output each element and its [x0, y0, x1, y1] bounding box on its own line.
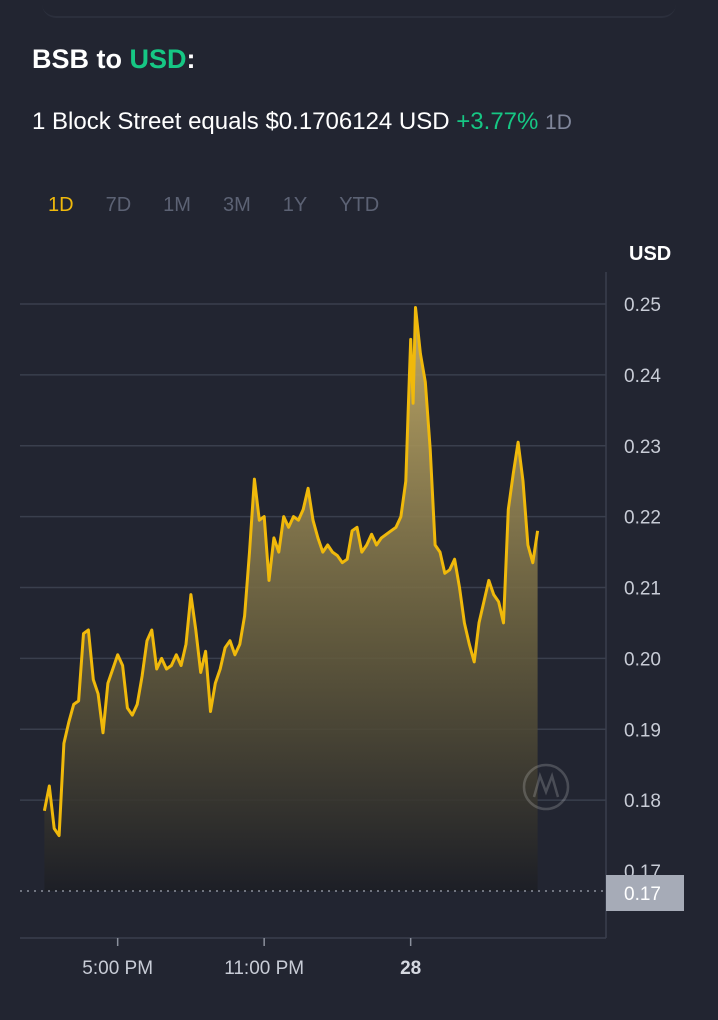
y-tick-label: 0.21	[624, 579, 661, 600]
price-change: +3.77%	[456, 108, 539, 135]
y-tick-label: 0.23	[624, 437, 661, 458]
y-tick-label: 0.20	[624, 649, 661, 670]
price-chart[interactable]: 0.170.180.190.200.210.220.230.240.25USD0…	[0, 230, 718, 1020]
y-tick-label: 0.22	[624, 508, 661, 529]
range-tab-ytd[interactable]: YTD	[339, 194, 380, 216]
y-axis-unit: USD	[629, 243, 671, 265]
heading-colon: :	[186, 44, 196, 74]
base-symbol: BSB	[32, 44, 90, 74]
price-line	[42, 306, 540, 838]
range-tabs: 1D 7D 1M 3M 1Y YTD	[32, 190, 395, 220]
range-tab-7d[interactable]: 7D	[105, 194, 132, 216]
y-tick-label: 0.18	[624, 791, 661, 812]
current-price-label: 0.17	[624, 884, 661, 905]
pair-heading: BSB to USD:	[32, 44, 196, 75]
price-area	[44, 307, 538, 891]
quote-symbol-link[interactable]: USD	[129, 44, 187, 74]
x-tick-label: 28	[400, 958, 421, 979]
y-tick-label: 0.19	[624, 720, 661, 741]
rate-line: 1 Block Street equals $0.1706124 USD +3.…	[32, 108, 572, 136]
watermark-icon	[522, 763, 570, 811]
y-tick-label: 0.25	[624, 295, 661, 316]
change-period: 1D	[545, 111, 572, 134]
x-tick-label: 11:00 PM	[224, 958, 304, 979]
current-price-tag	[606, 875, 684, 911]
y-tick-label: 0.24	[624, 366, 661, 387]
x-tick-label: 5:00 PM	[82, 958, 153, 979]
range-tab-1m[interactable]: 1M	[163, 194, 191, 216]
range-tab-1y[interactable]: 1Y	[282, 194, 308, 216]
range-tab-3m[interactable]: 3M	[222, 194, 251, 216]
pair-connector: to	[96, 44, 123, 74]
range-tab-1d[interactable]: 1D	[48, 194, 74, 216]
rate-text: 1 Block Street equals $0.1706124 USD	[32, 108, 450, 135]
top-card-edge	[42, 0, 676, 18]
